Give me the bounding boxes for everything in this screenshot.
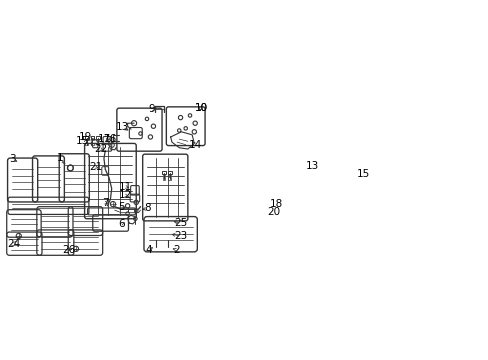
Text: 14: 14 — [188, 140, 202, 150]
Text: 3: 3 — [9, 154, 16, 165]
Bar — [163, 177, 165, 180]
Text: 12: 12 — [119, 190, 132, 201]
Text: 18: 18 — [269, 199, 282, 209]
Bar — [97, 143, 99, 145]
Bar — [168, 171, 171, 174]
Text: 13: 13 — [305, 161, 319, 171]
Bar — [96, 136, 100, 139]
Bar — [168, 174, 171, 175]
Text: 5: 5 — [118, 202, 124, 212]
Bar — [91, 139, 93, 140]
Bar — [85, 139, 88, 140]
Text: 11: 11 — [119, 182, 132, 192]
Text: 19: 19 — [78, 132, 91, 142]
Text: 1: 1 — [57, 153, 63, 163]
Text: 8: 8 — [144, 203, 151, 213]
Text: 24: 24 — [7, 239, 20, 249]
Text: 10: 10 — [194, 103, 207, 113]
Bar — [91, 143, 93, 145]
Text: 23: 23 — [174, 231, 187, 241]
Text: 2: 2 — [173, 245, 179, 255]
Text: 4: 4 — [145, 245, 152, 255]
Text: 20: 20 — [267, 207, 280, 217]
Text: 22: 22 — [94, 144, 107, 154]
Text: 9: 9 — [148, 104, 155, 114]
Text: 26: 26 — [62, 245, 75, 255]
Text: 16: 16 — [103, 134, 117, 144]
Text: 15: 15 — [356, 170, 369, 179]
Bar — [97, 139, 99, 140]
Bar — [90, 136, 94, 139]
Text: 25: 25 — [174, 218, 187, 228]
Bar — [85, 136, 88, 139]
Bar — [163, 174, 165, 175]
Text: 10: 10 — [194, 103, 207, 113]
Bar — [168, 177, 171, 180]
Text: 13: 13 — [116, 122, 129, 132]
Text: 7: 7 — [102, 198, 109, 208]
Text: 17: 17 — [97, 134, 110, 144]
Text: 15: 15 — [76, 136, 89, 146]
Text: 21: 21 — [89, 162, 102, 172]
Bar — [162, 171, 165, 174]
Bar — [85, 143, 88, 145]
Text: 6: 6 — [118, 219, 124, 229]
